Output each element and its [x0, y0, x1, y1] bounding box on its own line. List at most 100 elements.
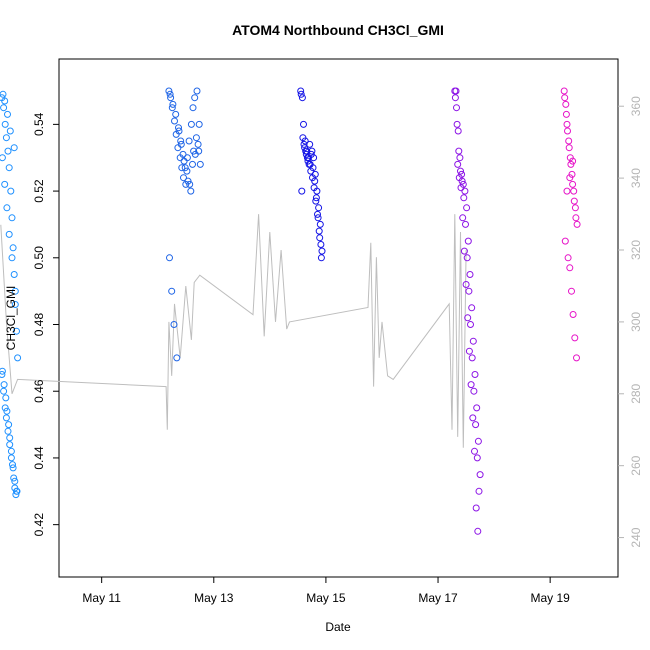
y-axis-title: CH3Cl_GMI [4, 286, 18, 351]
data-point [3, 204, 11, 212]
data-point [297, 87, 305, 95]
data-point [304, 157, 312, 165]
y-tick-label: 0.46 [32, 379, 46, 403]
data-point [565, 144, 573, 152]
data-point [562, 100, 570, 108]
data-point [573, 220, 581, 228]
data-point [472, 421, 480, 429]
data-point [4, 110, 11, 118]
data-point [462, 281, 470, 288]
data-point [314, 210, 321, 218]
data-point [298, 187, 306, 195]
data-point [467, 321, 474, 328]
data-point [5, 421, 13, 429]
data-point [317, 254, 325, 262]
data-point [563, 187, 571, 195]
data-point [568, 287, 575, 295]
data-point [187, 120, 195, 128]
x-tick-label: May 15 [306, 591, 346, 605]
data-point [13, 487, 20, 495]
data-point [312, 197, 320, 205]
data-point [467, 381, 475, 389]
data-point [180, 157, 188, 165]
data-point [174, 144, 182, 152]
y2-tick-label: 260 [629, 455, 643, 475]
data-point [0, 371, 6, 378]
data-point [4, 427, 12, 435]
data-point [175, 127, 183, 135]
data-point [464, 314, 472, 322]
data-point [6, 441, 14, 449]
series-2 [165, 87, 204, 362]
data-point [315, 227, 323, 235]
data-point [476, 471, 484, 479]
y-tick-label: 0.48 [32, 313, 46, 337]
y2-tick-label: 240 [629, 527, 643, 547]
data-point [567, 160, 575, 168]
data-point [1, 120, 9, 128]
data-point [312, 194, 320, 202]
x-axis: May 11 May 13 May 15 May 17 May 19 [82, 577, 570, 605]
data-point [0, 104, 8, 112]
data-point [9, 464, 17, 472]
data-point [191, 150, 199, 158]
data-point [173, 354, 181, 362]
data-point [564, 127, 571, 135]
series-5 [560, 87, 581, 362]
data-point [2, 394, 10, 402]
data-point [316, 234, 324, 242]
data-point [0, 154, 6, 162]
data-point [570, 187, 578, 195]
y-axis: 0.42 0.44 0.46 0.48 0.50 0.52 0.54 [32, 112, 59, 536]
data-point [474, 437, 482, 445]
y2-axis: 240 260 280 300 320 340 360 [618, 96, 643, 548]
data-point [307, 167, 315, 175]
data-point [457, 184, 465, 192]
data-point [463, 254, 471, 262]
y2-tick-label: 280 [629, 383, 643, 403]
data-point [565, 137, 573, 145]
data-point [8, 214, 16, 222]
data-point [314, 214, 322, 222]
data-point [454, 160, 462, 168]
data-point [2, 134, 10, 142]
data-point [171, 117, 178, 125]
data-point [0, 90, 7, 98]
data-point [473, 454, 481, 462]
data-point [453, 104, 460, 112]
data-point [466, 271, 474, 278]
data-point [297, 90, 305, 98]
data-point [300, 140, 308, 148]
data-point [318, 247, 326, 255]
data-point [570, 197, 578, 205]
data-point [193, 87, 201, 95]
series-1 [0, 90, 22, 499]
data-point [177, 137, 185, 145]
data-point [0, 381, 8, 389]
data-point [457, 167, 464, 175]
data-point [189, 104, 197, 112]
data-point [460, 194, 468, 202]
data-point [10, 271, 18, 278]
data-point [187, 187, 195, 195]
data-point [303, 154, 311, 162]
data-point [11, 287, 19, 295]
x-tick-label: May 13 [194, 591, 234, 605]
data-point [562, 110, 570, 118]
data-point [181, 164, 189, 172]
data-point [560, 87, 568, 95]
data-point [175, 124, 182, 132]
data-point [184, 177, 192, 185]
data-point [185, 137, 193, 145]
data-point [301, 144, 309, 152]
data-point [194, 140, 202, 148]
data-point [302, 147, 310, 155]
data-point [310, 184, 318, 192]
data-point [571, 334, 579, 342]
data-point [561, 237, 569, 245]
y-tick-label: 0.50 [32, 246, 46, 270]
data-point [566, 264, 574, 272]
data-point [302, 150, 310, 158]
altitude-line [0, 214, 467, 448]
